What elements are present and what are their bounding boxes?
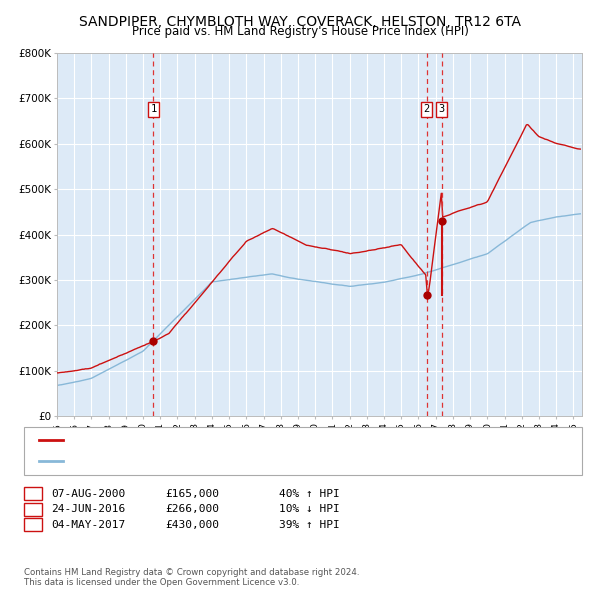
Text: 3: 3 xyxy=(439,104,445,114)
Text: HPI: Average price, detached house, Cornwall: HPI: Average price, detached house, Corn… xyxy=(67,457,295,467)
Text: £430,000: £430,000 xyxy=(165,520,219,529)
Text: 1: 1 xyxy=(150,104,157,114)
Text: 3: 3 xyxy=(29,520,37,529)
Text: Contains HM Land Registry data © Crown copyright and database right 2024.
This d: Contains HM Land Registry data © Crown c… xyxy=(24,568,359,587)
Text: £165,000: £165,000 xyxy=(165,489,219,499)
Text: Price paid vs. HM Land Registry's House Price Index (HPI): Price paid vs. HM Land Registry's House … xyxy=(131,25,469,38)
Text: 10% ↓ HPI: 10% ↓ HPI xyxy=(279,504,340,514)
Text: £266,000: £266,000 xyxy=(165,504,219,514)
Text: SANDPIPER, CHYMBLOTH WAY, COVERACK, HELSTON, TR12 6TA (detached house): SANDPIPER, CHYMBLOTH WAY, COVERACK, HELS… xyxy=(67,435,475,445)
Text: 40% ↑ HPI: 40% ↑ HPI xyxy=(279,489,340,499)
Text: 39% ↑ HPI: 39% ↑ HPI xyxy=(279,520,340,529)
Text: 04-MAY-2017: 04-MAY-2017 xyxy=(51,520,125,529)
Text: SANDPIPER, CHYMBLOTH WAY, COVERACK, HELSTON, TR12 6TA: SANDPIPER, CHYMBLOTH WAY, COVERACK, HELS… xyxy=(79,15,521,29)
Text: 2: 2 xyxy=(424,104,430,114)
Text: 24-JUN-2016: 24-JUN-2016 xyxy=(51,504,125,514)
Text: 1: 1 xyxy=(29,489,37,499)
Text: 07-AUG-2000: 07-AUG-2000 xyxy=(51,489,125,499)
Text: 2: 2 xyxy=(29,504,37,514)
